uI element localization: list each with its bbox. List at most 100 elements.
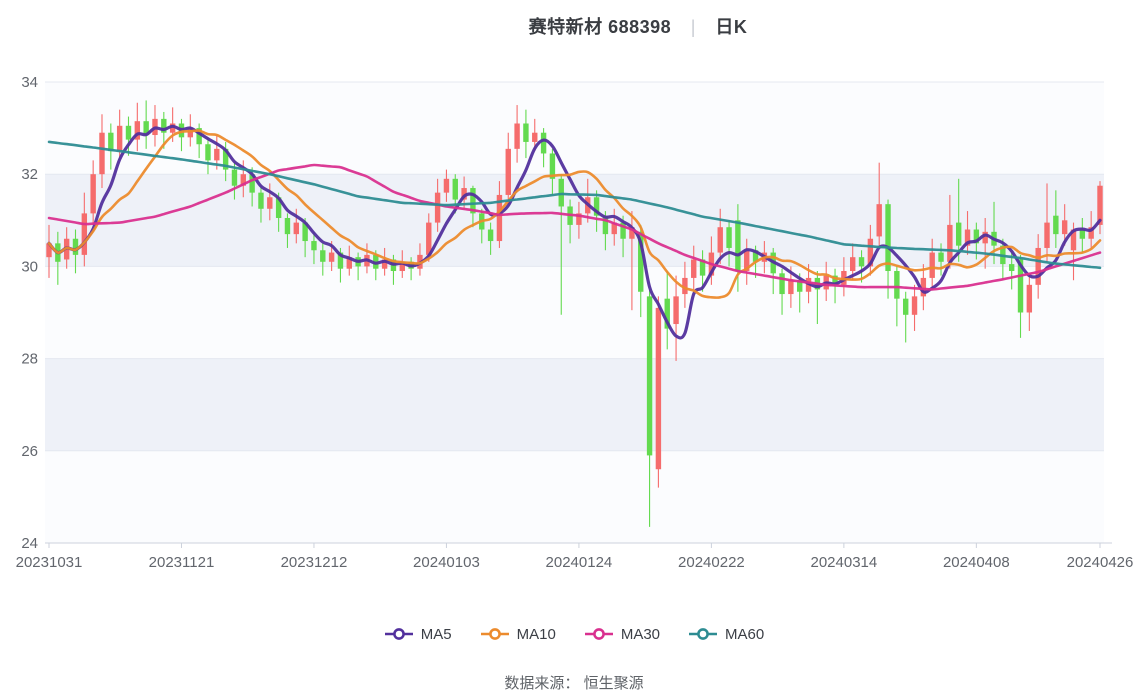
candle-up [576,213,582,225]
candle-up [240,174,247,186]
candle-down [523,123,529,142]
candle-down [302,222,308,242]
legend-label-ma30: MA30 [620,625,661,643]
candle-down [222,148,229,170]
ma30-line-marker-icon [584,628,613,640]
candle-down [275,197,282,218]
kline-chart-svg[interactable]: 24 26 28 30 32 34 20231031 20231121 20231212 2024… [0,0,1148,590]
candle-up [434,192,441,223]
x-axis-label: 20240103 [413,554,480,571]
candle-up [399,261,405,272]
x-axis-label: 20231031 [16,554,83,571]
candle-down [196,128,202,145]
candle-up [187,128,194,138]
candle-up [929,252,935,278]
y-axis-label: 26 [21,443,38,460]
candle-down [735,220,741,272]
candle-up [99,132,105,175]
candle-up [496,194,503,242]
candle-up [293,222,299,235]
candle-up [532,132,538,142]
legend-item-ma5[interactable]: MA5 [384,626,452,643]
candle-down [858,257,865,267]
candle-up [267,197,273,209]
candle-down [593,197,600,216]
title-separator: | [690,17,696,37]
candle-down [125,125,132,140]
y-axis-label: 34 [21,74,38,91]
candle-down [470,188,476,214]
candle-down [973,229,980,244]
candle-up [717,227,723,253]
candle-up [867,238,874,267]
x-axis-label: 20240314 [810,554,877,571]
x-axis-label: 20240222 [678,554,745,571]
candle-down [902,298,909,315]
candle-up [673,296,679,325]
candle-down [205,144,211,161]
candle-down [258,192,264,209]
candle-down [284,217,291,235]
kline-chart-area[interactable]: 24 26 28 30 32 34 20231031 20231121 20231212 2024… [0,0,1148,590]
candle-up [346,257,352,269]
candle-up [1088,227,1094,239]
legend-item-ma10[interactable]: MA10 [480,626,556,643]
candle-up [505,148,511,195]
legend-label-ma5: MA5 [420,625,452,643]
candle-down [955,222,962,246]
candle-down [779,273,785,295]
candle-up [1061,220,1068,235]
candle-down [311,241,317,251]
candle-up [744,250,750,272]
candle-down [108,132,114,152]
legend-label-ma10: MA10 [516,625,556,643]
candle-down [143,121,149,136]
candle-down [540,132,547,154]
ma60-line-marker-icon [689,628,718,640]
candle-up [964,229,971,246]
x-axis-label: 20240426 [1067,554,1134,571]
candle-down [549,153,556,179]
candle-up [169,123,176,133]
candle-down [726,227,732,248]
data-source-note: 数据来源： 恒生聚源 [504,675,644,692]
candle-down [638,231,644,292]
candle-up [46,243,52,258]
candle-up [876,204,882,237]
candle-down [337,252,344,269]
y-axis-label: 24 [21,535,38,552]
legend-item-ma30[interactable]: MA30 [584,626,660,643]
legend-item-ma60[interactable]: MA60 [688,626,764,643]
candle-down [938,252,944,262]
x-axis-label: 20240124 [546,554,613,571]
candle-down [885,204,891,272]
candle-down [72,238,79,255]
candle-up [947,224,953,262]
candle-down [161,118,167,133]
y-axis-label: 32 [21,166,38,183]
candle-up [381,259,388,269]
plot-band [45,450,1104,543]
candle-up [426,222,432,255]
candle-down [602,215,609,235]
ma-line-ma60 [47,140,1102,270]
candle-down [452,178,458,200]
candle-up [920,277,927,297]
ma5-line-marker-icon [384,628,413,640]
x-axis-label: 20231212 [281,554,348,571]
x-axis-label: 20231121 [149,554,215,571]
plot-band [45,266,1104,359]
plot-band [45,358,1104,451]
stock-name-code: 赛特新材 688398 [528,17,672,37]
candle-up [1044,222,1050,248]
candle-down [1053,215,1059,235]
ma10-line-marker-icon [480,628,509,640]
legend-label-ma60: MA60 [725,625,765,643]
candle-down [894,271,900,299]
candle-up [691,259,697,278]
ma-line-ma30 [47,163,1102,291]
x-axis-label: 20240408 [943,554,1010,571]
y-axis-label: 30 [21,258,38,275]
candle-up [629,227,635,239]
candle-up [1070,229,1077,251]
